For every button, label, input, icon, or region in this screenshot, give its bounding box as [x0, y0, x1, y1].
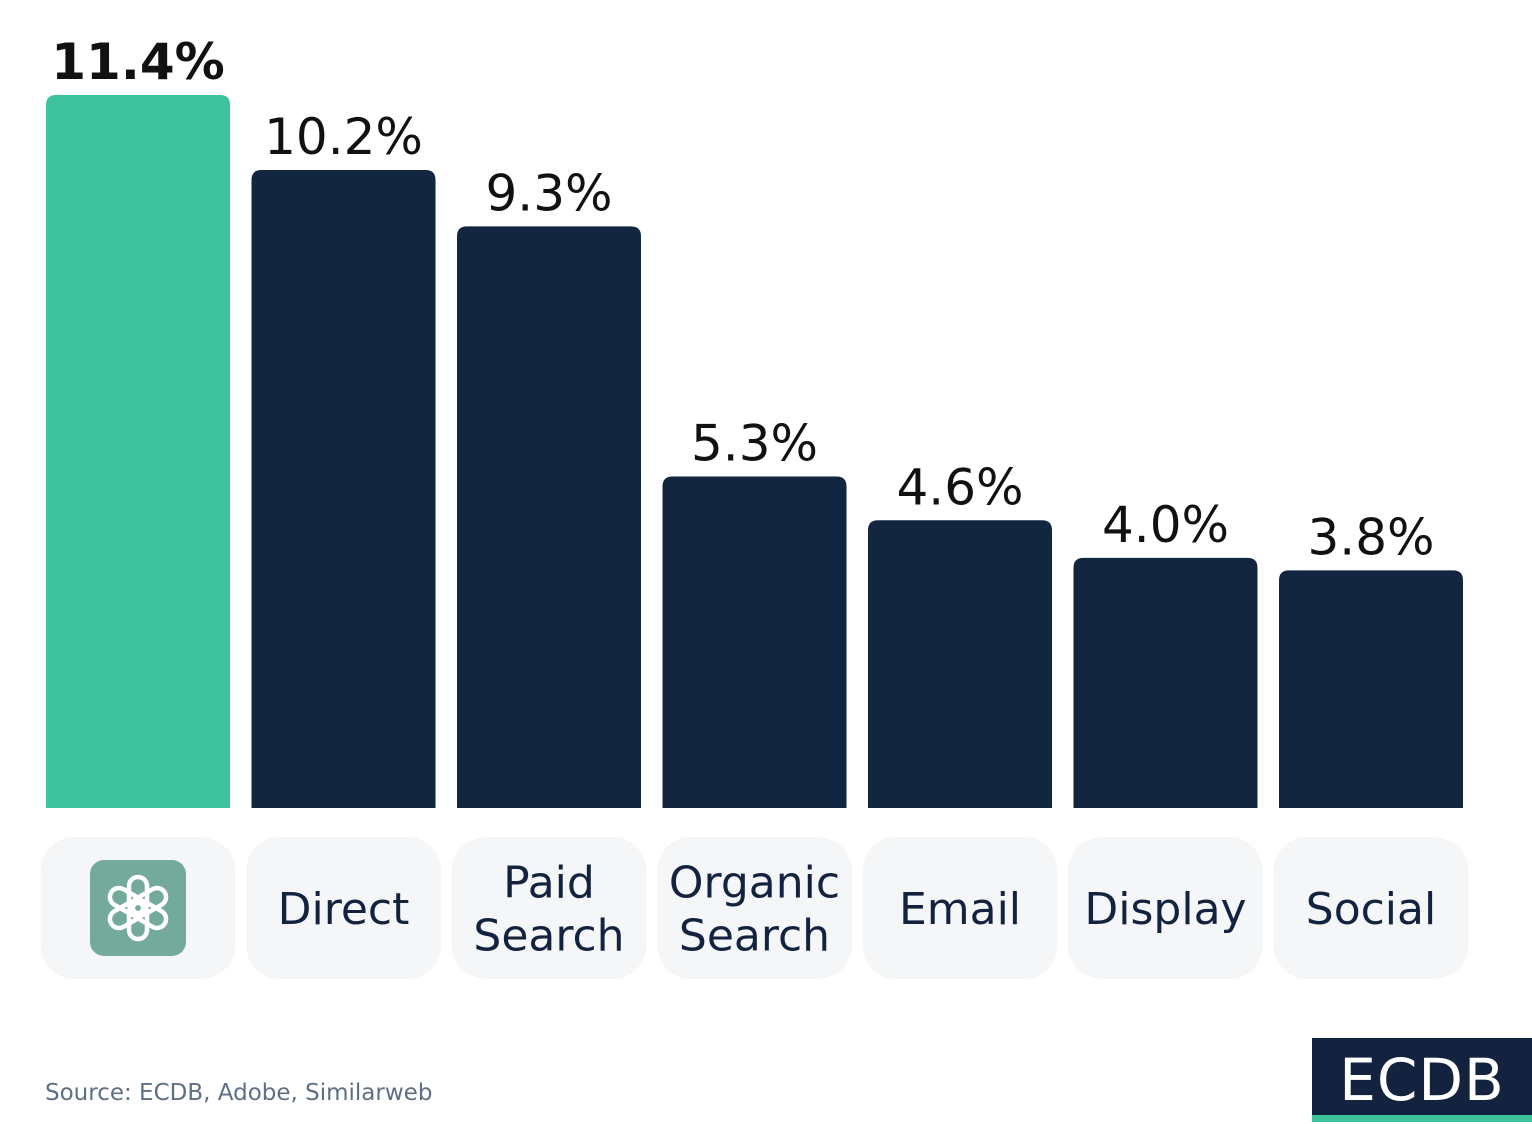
category-label-2-1: Search [473, 911, 624, 962]
value-label-2: 9.3% [485, 164, 612, 222]
bar-3 [662, 476, 847, 808]
category-label-1-0: Direct [278, 884, 410, 935]
value-labels-layer: 11.4% 10.2% 9.3% 5.3% 4.6% 4.0% 3.8% [51, 33, 1434, 566]
value-label-6: 3.8% [1307, 508, 1434, 566]
bar-5 [1073, 557, 1258, 808]
category-label-2-0: Paid [503, 858, 595, 909]
logo-text: ECDB [1339, 1046, 1505, 1114]
ecdb-logo: ECDB [1312, 1038, 1532, 1122]
category-box-3 [657, 837, 852, 979]
bar-0 [46, 95, 230, 808]
bar-1 [251, 170, 436, 809]
bars-layer [46, 95, 1463, 809]
category-box-1 [246, 837, 441, 979]
value-label-0: 11.4% [51, 33, 224, 91]
category-label-3-0: Organic [669, 858, 840, 909]
category-box-5 [1068, 837, 1263, 979]
value-label-4: 4.6% [896, 458, 1023, 516]
category-label-4-0: Email [899, 884, 1021, 935]
bar-6 [1279, 570, 1463, 808]
logo-accent-bar [1312, 1115, 1532, 1122]
category-label-6-0: Social [1306, 884, 1436, 935]
value-label-3: 5.3% [691, 415, 818, 473]
category-label-5-0: Display [1084, 884, 1246, 935]
source-note: Source: ECDB, Adobe, Similarweb [45, 1080, 433, 1106]
value-label-5: 4.0% [1102, 496, 1229, 554]
bar-4 [868, 520, 1052, 808]
value-label-1: 10.2% [264, 108, 423, 166]
category-box-4 [862, 837, 1058, 979]
category-label-3-1: Search [679, 911, 830, 962]
category-box-6 [1273, 837, 1469, 979]
category-box-2 [451, 837, 647, 979]
bar-2 [457, 226, 641, 808]
chatgpt-logo-icon [90, 860, 186, 956]
